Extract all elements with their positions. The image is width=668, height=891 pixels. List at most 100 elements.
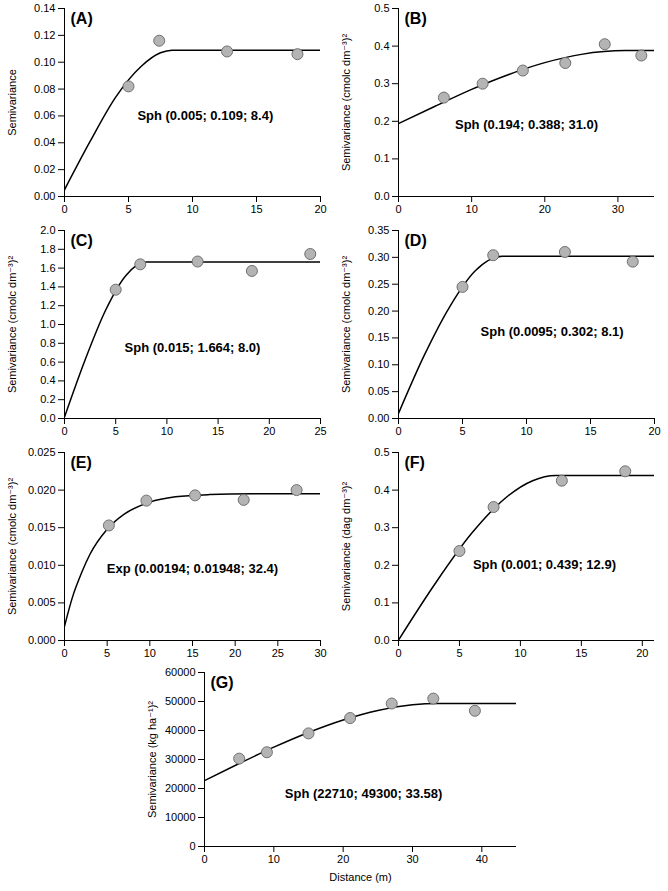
svg-text:(G): (G) [211, 674, 234, 691]
svg-text:10: 10 [520, 425, 532, 437]
svg-text:(D): (D) [405, 232, 427, 249]
svg-text:Sph (0.015; 1.664; 8.0): Sph (0.015; 1.664; 8.0) [125, 340, 261, 355]
svg-text:0.0: 0.0 [40, 412, 55, 424]
svg-text:0.2: 0.2 [374, 115, 389, 127]
svg-text:0: 0 [189, 840, 195, 852]
svg-text:15: 15 [575, 647, 587, 659]
svg-text:1.2: 1.2 [40, 299, 55, 311]
svg-text:0.10: 0.10 [34, 56, 55, 68]
svg-text:50000: 50000 [165, 695, 196, 707]
svg-text:0.010: 0.010 [28, 559, 56, 571]
svg-text:20: 20 [539, 203, 551, 215]
svg-text:60000: 60000 [165, 666, 196, 678]
svg-text:30: 30 [612, 203, 624, 215]
svg-text:25: 25 [314, 425, 326, 437]
svg-text:0.4: 0.4 [374, 484, 389, 496]
svg-text:0.00: 0.00 [368, 412, 389, 424]
svg-text:0.025: 0.025 [28, 446, 56, 458]
svg-text:(A): (A) [71, 10, 93, 27]
svg-text:10: 10 [186, 203, 198, 215]
svg-text:Semivariance (kg ha⁻¹)²: Semivariance (kg ha⁻¹)² [146, 701, 158, 818]
svg-text:(F): (F) [405, 454, 425, 471]
svg-text:0.00: 0.00 [34, 190, 55, 202]
svg-text:10: 10 [268, 853, 280, 865]
svg-text:20: 20 [229, 647, 241, 659]
svg-text:30000: 30000 [165, 753, 196, 765]
svg-text:0.005: 0.005 [28, 596, 56, 608]
svg-text:0.35: 0.35 [368, 224, 389, 236]
svg-text:5: 5 [456, 647, 462, 659]
svg-text:0.5: 0.5 [374, 446, 389, 458]
svg-text:0.06: 0.06 [34, 109, 55, 121]
svg-text:0: 0 [395, 425, 401, 437]
svg-text:10000: 10000 [165, 811, 196, 823]
svg-text:30: 30 [406, 853, 418, 865]
svg-text:30: 30 [314, 647, 326, 659]
svg-text:Sph (0.0095; 0.302; 8.1): Sph (0.0095; 0.302; 8.1) [481, 324, 624, 339]
svg-text:0.8: 0.8 [40, 337, 55, 349]
svg-text:0.3: 0.3 [374, 77, 389, 89]
svg-text:40000: 40000 [165, 724, 196, 736]
svg-text:10: 10 [161, 425, 173, 437]
svg-text:Semivariance: Semivariance [6, 69, 18, 136]
svg-text:0.10: 0.10 [368, 358, 389, 370]
svg-text:1.4: 1.4 [40, 280, 55, 292]
svg-text:0.0: 0.0 [374, 190, 389, 202]
svg-text:0.0: 0.0 [374, 634, 389, 646]
svg-text:20: 20 [636, 647, 648, 659]
svg-text:Semivariance (cmolc dm⁻³)²: Semivariance (cmolc dm⁻³)² [340, 34, 352, 172]
svg-text:0.5: 0.5 [374, 2, 389, 14]
svg-text:5: 5 [459, 425, 465, 437]
svg-text:25: 25 [272, 647, 284, 659]
svg-text:5: 5 [104, 647, 110, 659]
svg-text:0.1: 0.1 [374, 596, 389, 608]
svg-text:20: 20 [648, 425, 660, 437]
svg-text:0.2: 0.2 [374, 559, 389, 571]
svg-text:1.0: 1.0 [40, 318, 55, 330]
svg-text:Semivariance (cmolc dm⁻³)²: Semivariance (cmolc dm⁻³)² [340, 256, 352, 394]
svg-text:20000: 20000 [165, 782, 196, 794]
svg-text:0.2: 0.2 [40, 393, 55, 405]
svg-text:5: 5 [125, 203, 131, 215]
svg-text:Sph (0.194; 0.388; 31.0): Sph (0.194; 0.388; 31.0) [455, 117, 598, 132]
svg-text:0: 0 [395, 647, 401, 659]
svg-text:0.30: 0.30 [368, 251, 389, 263]
svg-text:(E): (E) [71, 454, 92, 471]
svg-text:0.3: 0.3 [374, 521, 389, 533]
svg-text:20: 20 [263, 425, 275, 437]
svg-text:10: 10 [466, 203, 478, 215]
svg-text:1.6: 1.6 [40, 262, 55, 274]
svg-text:10: 10 [144, 647, 156, 659]
svg-text:Exp (0.00194; 0.01948; 32.4): Exp (0.00194; 0.01948; 32.4) [107, 561, 278, 576]
svg-text:0.08: 0.08 [34, 83, 55, 95]
svg-text:Distance (m): Distance (m) [329, 871, 391, 883]
svg-text:0.15: 0.15 [368, 331, 389, 343]
svg-text:0: 0 [61, 425, 67, 437]
svg-text:5: 5 [113, 425, 119, 437]
svg-text:(B): (B) [405, 10, 427, 27]
svg-text:Sph (22710; 49300; 33.58): Sph (22710; 49300; 33.58) [285, 786, 443, 801]
svg-text:(C): (C) [71, 232, 93, 249]
svg-text:15: 15 [186, 647, 198, 659]
svg-text:Semivariance (cmolc dm⁻³)²: Semivariance (cmolc dm⁻³)² [6, 478, 18, 616]
svg-text:0.4: 0.4 [374, 40, 389, 52]
svg-text:20: 20 [314, 203, 326, 215]
svg-text:0.1: 0.1 [374, 152, 389, 164]
svg-text:0: 0 [61, 203, 67, 215]
svg-text:0.020: 0.020 [28, 484, 56, 496]
svg-text:0.6: 0.6 [40, 356, 55, 368]
svg-text:0.015: 0.015 [28, 521, 56, 533]
svg-text:20: 20 [337, 853, 349, 865]
svg-text:0: 0 [201, 853, 207, 865]
svg-text:0: 0 [61, 647, 67, 659]
svg-text:0.02: 0.02 [34, 163, 55, 175]
svg-text:0.000: 0.000 [28, 634, 56, 646]
svg-text:0.4: 0.4 [40, 374, 55, 386]
svg-text:15: 15 [584, 425, 596, 437]
svg-text:0.14: 0.14 [34, 2, 55, 14]
svg-text:0.20: 0.20 [368, 305, 389, 317]
svg-text:0.05: 0.05 [368, 385, 389, 397]
svg-text:Sph (0.001; 0.439; 12.9): Sph (0.001; 0.439; 12.9) [473, 557, 616, 572]
svg-text:15: 15 [250, 203, 262, 215]
svg-text:0.04: 0.04 [34, 136, 55, 148]
